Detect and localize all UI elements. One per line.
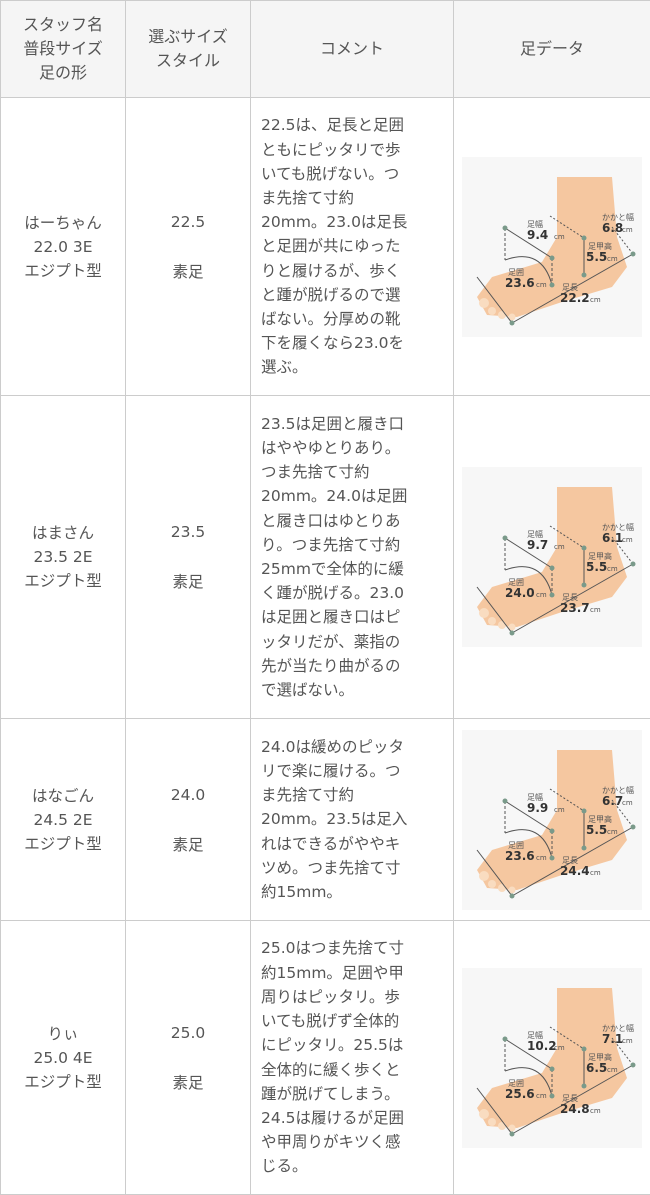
header-staff: スタッフ名 普段サイズ 足の形 xyxy=(1,1,126,98)
table-row: りぃ 25.0 4E エジプト型 25.0 素足 25.0はつま先捨て寸 約15… xyxy=(1,921,650,1195)
unit: cm xyxy=(590,296,601,304)
heel-width-value: 7.1 xyxy=(602,1032,623,1046)
staff-cell: はーちゃん 22.0 3E エジプト型 xyxy=(1,98,126,396)
header-foot-data: 足データ xyxy=(454,1,650,98)
table-row: はまさん 23.5 2E エジプト型 23.5 素足 23.5は足囲と履き口 は… xyxy=(1,396,650,719)
header-comment: コメント xyxy=(251,1,454,98)
unit: cm xyxy=(590,606,601,614)
comment: 24.0は緩めのピッタ リで楽に履ける。つ ま先捨て寸約 20mm。23.5は足… xyxy=(251,719,454,921)
unit: cm xyxy=(554,543,565,551)
comment: 23.5は足囲と履き口 はややゆとりあり。 つま先捨て寸約 20mm。24.0は… xyxy=(251,396,454,719)
foot-diagram: 足幅 9.7 cm かかと幅 6.1 cm 足甲高 5.5 cm 足囲 24.0… xyxy=(462,467,642,647)
usual-size: 24.5 2E xyxy=(1,808,125,832)
chosen-size: 25.0 xyxy=(126,1021,250,1045)
girth-value: 23.6 xyxy=(505,849,535,863)
unit: cm xyxy=(622,226,633,234)
heel-width-value: 6.7 xyxy=(602,794,623,808)
unit: cm xyxy=(622,799,633,807)
unit: cm xyxy=(622,1037,633,1045)
comment: 22.5は、足長と足囲 ともにピッタリで歩 いても脱げない。つ ま先捨て寸約 2… xyxy=(251,98,454,396)
unit: cm xyxy=(590,1107,601,1115)
table-header: スタッフ名 普段サイズ 足の形 選ぶサイズ スタイル コメント 足データ xyxy=(1,1,650,98)
unit: cm xyxy=(607,565,618,573)
unit: cm xyxy=(536,854,547,862)
staff-name: はーちゃん xyxy=(1,211,125,235)
style: 素足 xyxy=(126,260,250,284)
foot-shape: エジプト型 xyxy=(1,832,125,856)
header-chosen-size: 選ぶサイズ xyxy=(126,25,250,49)
instep-value: 6.5 xyxy=(586,1061,607,1075)
size-cell: 23.5 素足 xyxy=(126,396,251,719)
style: 素足 xyxy=(126,1071,250,1095)
unit: cm xyxy=(590,869,601,877)
chosen-size: 22.5 xyxy=(126,210,250,234)
usual-size: 22.0 3E xyxy=(1,235,125,259)
foot-diagram: 足幅 10.2 cm かかと幅 7.1 cm 足甲高 6.5 cm 足囲 25.… xyxy=(462,968,642,1148)
staff-cell: りぃ 25.0 4E エジプト型 xyxy=(1,921,126,1195)
chosen-size: 24.0 xyxy=(126,783,250,807)
staff-name: りぃ xyxy=(1,1022,125,1046)
header-staff-name: スタッフ名 xyxy=(1,13,125,37)
usual-size: 23.5 2E xyxy=(1,545,125,569)
foot-shape: エジプト型 xyxy=(1,1070,125,1094)
foot-width-value: 9.9 xyxy=(527,801,548,815)
table-row: はーちゃん 22.0 3E エジプト型 22.5 素足 22.5は、足長と足囲 … xyxy=(1,98,650,396)
foot-data-cell: 足幅 9.4 cm かかと幅 6.8 cm 足甲高 5.5 cm 足囲 23.6… xyxy=(454,98,650,396)
foot-data-cell: 足幅 9.7 cm かかと幅 6.1 cm 足甲高 5.5 cm 足囲 24.0… xyxy=(454,396,650,719)
unit: cm xyxy=(536,1092,547,1100)
foot-shape: エジプト型 xyxy=(1,259,125,283)
usual-size: 25.0 4E xyxy=(1,1046,125,1070)
foot-data-cell: 足幅 9.9 cm かかと幅 6.7 cm 足甲高 5.5 cm 足囲 23.6… xyxy=(454,719,650,921)
header-size: 選ぶサイズ スタイル xyxy=(126,1,251,98)
foot-width-value: 9.4 xyxy=(527,228,548,242)
instep-value: 5.5 xyxy=(586,250,607,264)
style: 素足 xyxy=(126,570,250,594)
foot-shape: エジプト型 xyxy=(1,569,125,593)
table-row: はなごん 24.5 2E エジプト型 24.0 素足 24.0は緩めのピッタ リ… xyxy=(1,719,650,921)
unit: cm xyxy=(607,828,618,836)
unit: cm xyxy=(622,536,633,544)
staff-name: はなごん xyxy=(1,784,125,808)
instep-value: 5.5 xyxy=(586,560,607,574)
header-usual-size: 普段サイズ xyxy=(1,37,125,61)
staff-name: はまさん xyxy=(1,521,125,545)
unit: cm xyxy=(536,591,547,599)
foot-width-value: 9.7 xyxy=(527,538,548,552)
length-value: 23.7 xyxy=(560,601,590,615)
staff-cell: はまさん 23.5 2E エジプト型 xyxy=(1,396,126,719)
header-foot-shape: 足の形 xyxy=(1,61,125,85)
foot-diagram: 足幅 9.9 cm かかと幅 6.7 cm 足甲高 5.5 cm 足囲 23.6… xyxy=(462,730,642,910)
size-cell: 25.0 素足 xyxy=(126,921,251,1195)
unit: cm xyxy=(554,806,565,814)
unit: cm xyxy=(554,1044,565,1052)
girth-value: 23.6 xyxy=(505,276,535,290)
unit: cm xyxy=(607,1066,618,1074)
unit: cm xyxy=(554,233,565,241)
unit: cm xyxy=(607,255,618,263)
unit: cm xyxy=(536,281,547,289)
chosen-size: 23.5 xyxy=(126,520,250,544)
length-value: 22.2 xyxy=(560,291,590,305)
foot-data-cell: 足幅 10.2 cm かかと幅 7.1 cm 足甲高 6.5 cm 足囲 25.… xyxy=(454,921,650,1195)
girth-value: 25.6 xyxy=(505,1087,535,1101)
girth-value: 24.0 xyxy=(505,586,535,600)
size-cell: 24.0 素足 xyxy=(126,719,251,921)
size-cell: 22.5 素足 xyxy=(126,98,251,396)
foot-width-value: 10.2 xyxy=(527,1039,557,1053)
length-value: 24.8 xyxy=(560,1102,590,1116)
header-style: スタイル xyxy=(126,49,250,73)
staff-cell: はなごん 24.5 2E エジプト型 xyxy=(1,719,126,921)
heel-width-value: 6.1 xyxy=(602,531,623,545)
instep-value: 5.5 xyxy=(586,823,607,837)
comment: 25.0はつま先捨て寸 約15mm。足囲や甲 周りはピッタリ。歩 いても脱げず全… xyxy=(251,921,454,1195)
style: 素足 xyxy=(126,833,250,857)
heel-width-value: 6.8 xyxy=(602,221,623,235)
length-value: 24.4 xyxy=(560,864,590,878)
foot-diagram: 足幅 9.4 cm かかと幅 6.8 cm 足甲高 5.5 cm 足囲 23.6… xyxy=(462,157,642,337)
